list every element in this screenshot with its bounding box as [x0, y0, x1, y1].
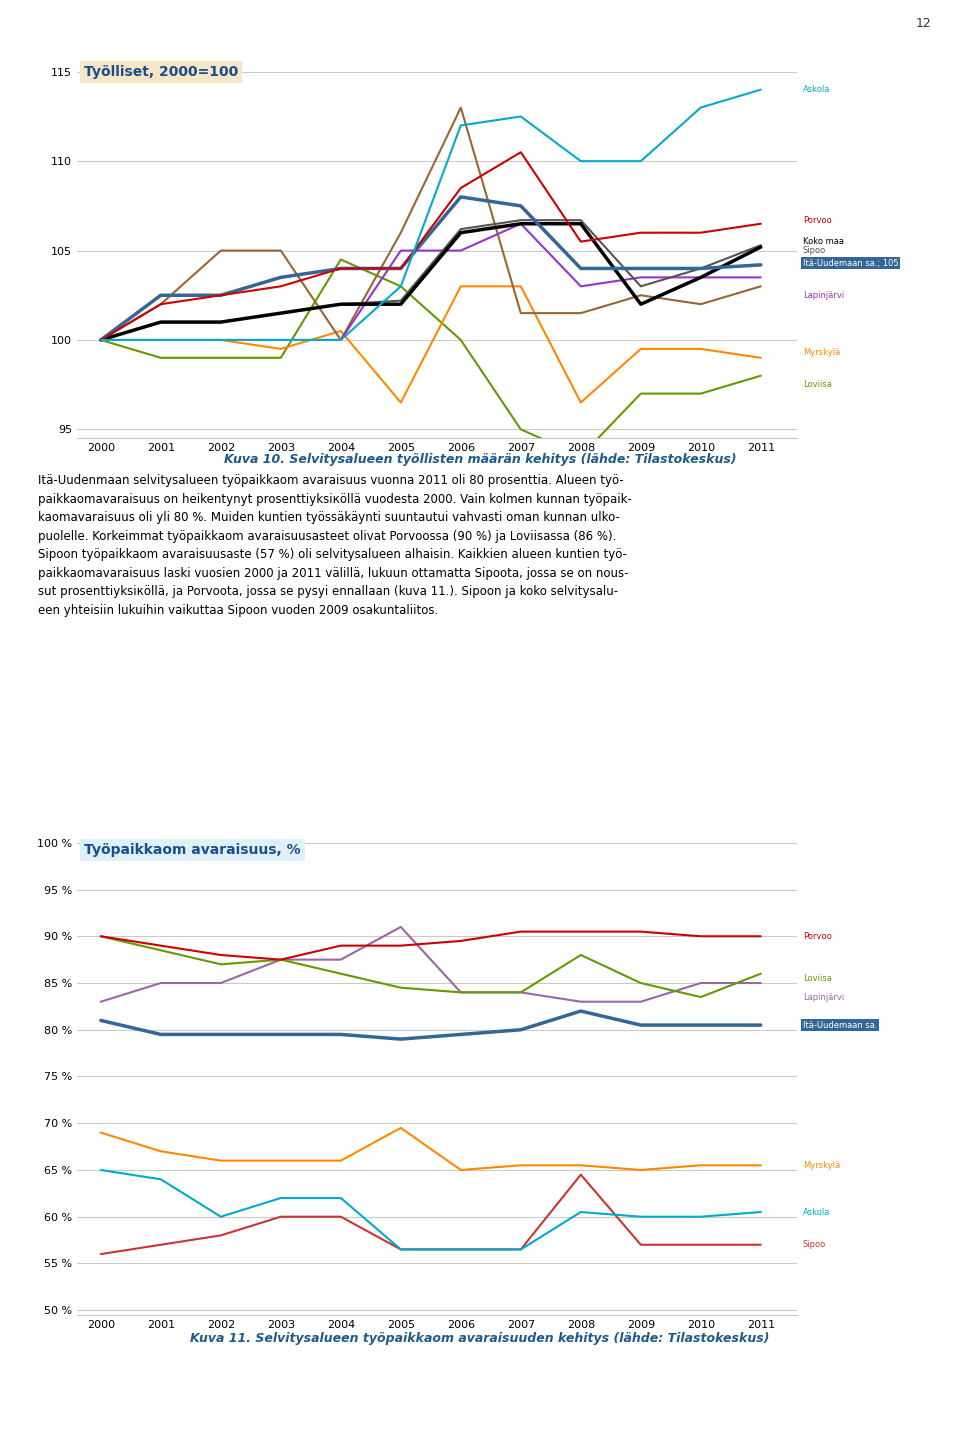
Text: Myrskylä: Myrskylä: [803, 348, 840, 356]
Text: Itä-Uudemaan sa.: Itä-Uudemaan sa.: [803, 1020, 877, 1029]
Text: Askola: Askola: [803, 85, 830, 95]
Text: 12: 12: [916, 17, 931, 30]
Text: Itä-Uudenmaan selvitysalueen työpaikkaom avaraisuus vuonna 2011 oli 80 prosentti: Itä-Uudenmaan selvitysalueen työpaikkaom…: [38, 474, 633, 616]
Text: Myrskylä: Myrskylä: [803, 1161, 840, 1170]
Text: Kuva 10. Selvitysalueen työllisten määrän kehitys (lähde: Tilastokeskus): Kuva 10. Selvitysalueen työllisten määrä…: [224, 453, 736, 466]
Text: Kuva 11. Selvitysalueen työpaikkaom avaraisuuden kehitys (lähde: Tilastokeskus): Kuva 11. Selvitysalueen työpaikkaom avar…: [190, 1332, 770, 1345]
Text: Loviisa: Loviisa: [803, 974, 831, 983]
Text: Itä-Uudemaan sa.; 105: Itä-Uudemaan sa.; 105: [803, 259, 899, 267]
Text: Porvoo: Porvoo: [803, 931, 831, 941]
Text: Sipoo: Sipoo: [803, 1240, 826, 1249]
Text: Lapinjärvi: Lapinjärvi: [803, 993, 844, 1002]
Text: Porvoo: Porvoo: [803, 216, 831, 224]
Text: Sipoo: Sipoo: [803, 246, 826, 254]
Text: Työpaikkaom avaraisuus, %: Työpaikkaom avaraisuus, %: [84, 844, 300, 856]
Text: Lapinjärvi: Lapinjärvi: [803, 290, 844, 300]
Text: Loviisa: Loviisa: [803, 381, 831, 389]
Text: Askola: Askola: [803, 1207, 830, 1217]
Text: Koko maa: Koko maa: [803, 237, 844, 246]
Text: Työlliset, 2000=100: Työlliset, 2000=100: [84, 65, 238, 79]
